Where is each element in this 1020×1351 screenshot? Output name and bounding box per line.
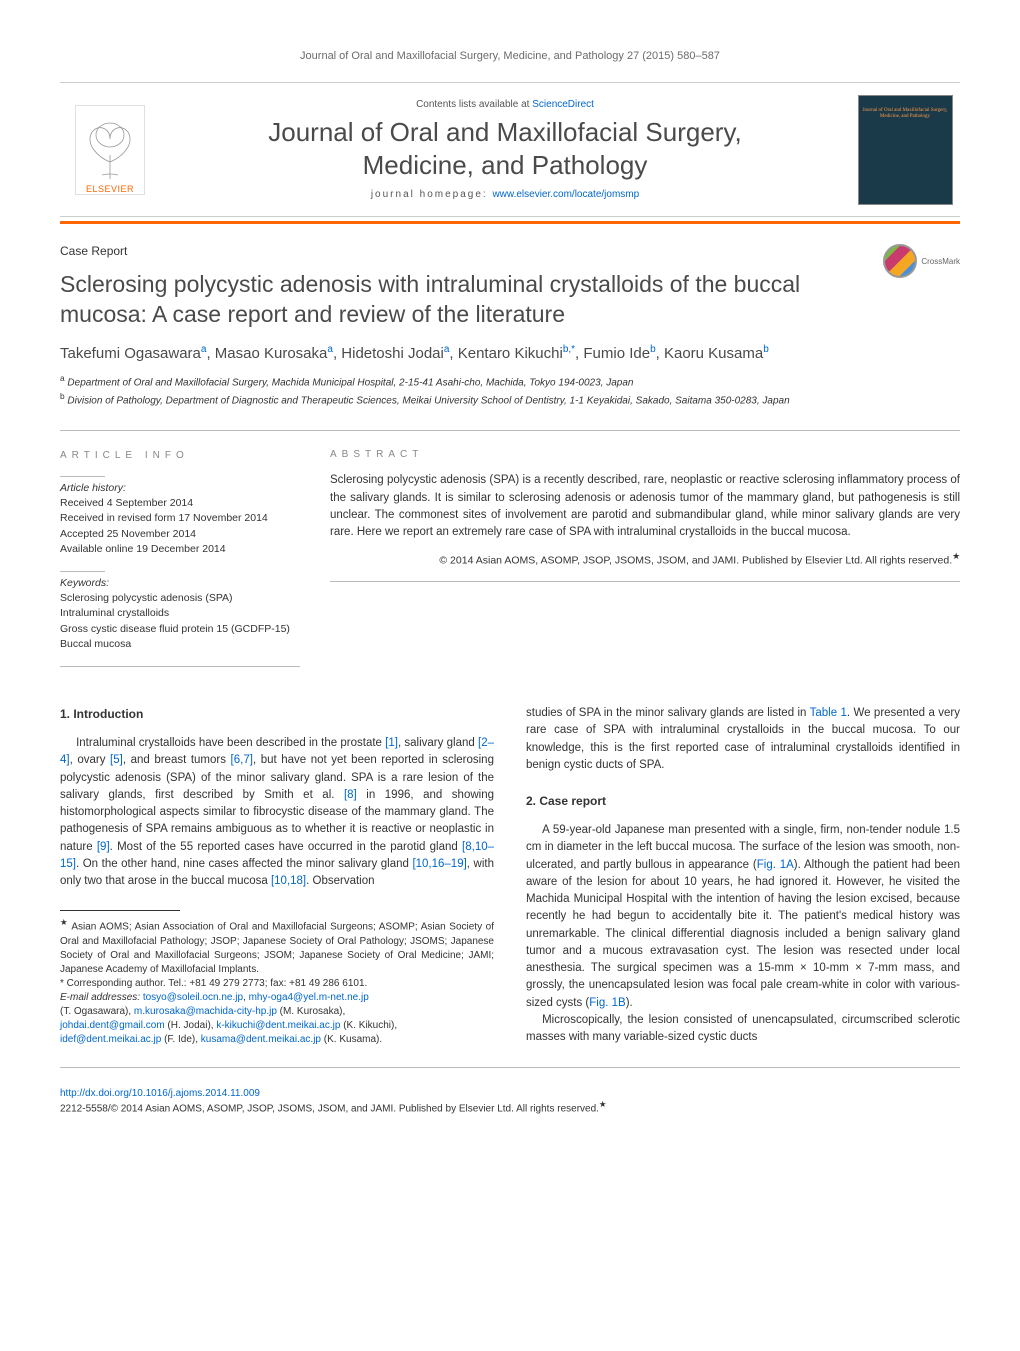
- publisher-label: ELSEVIER: [86, 184, 134, 194]
- crossmark-badge[interactable]: CrossMark: [883, 244, 960, 278]
- issn-copyright: 2212-5558/© 2014 Asian AOMS, ASOMP, JSOP…: [60, 1099, 960, 1114]
- keyword: Sclerosing polycystic adenosis (SPA): [60, 591, 300, 606]
- crossmark-label: CrossMark: [921, 257, 960, 266]
- keyword: Gross cystic disease fluid protein 15 (G…: [60, 622, 300, 637]
- section-heading-introduction: 1. Introduction: [60, 705, 494, 723]
- article-info-heading: article info: [60, 449, 300, 464]
- intro-paragraph-cont: studies of SPA in the minor salivary gla…: [526, 705, 960, 774]
- intro-paragraph: Intraluminal crystalloids have been desc…: [60, 735, 494, 890]
- footnote-emails: E-mail addresses: tosyo@soleil.ocn.ne.jp…: [60, 991, 494, 1047]
- masthead: ELSEVIER Contents lists available at Sci…: [60, 82, 960, 217]
- sciencedirect-link[interactable]: ScienceDirect: [532, 99, 594, 110]
- history-revised: Received in revised form 17 November 201…: [60, 511, 300, 526]
- doi-link[interactable]: http://dx.doi.org/10.1016/j.ajoms.2014.1…: [60, 1088, 260, 1099]
- orange-divider: [60, 221, 960, 224]
- crossmark-icon: [883, 244, 917, 278]
- footnote-corresponding: * Corresponding author. Tel.: +81 49 279…: [60, 977, 494, 991]
- abstract-heading: abstract: [330, 449, 960, 460]
- journal-homepage-link[interactable]: www.elsevier.com/locate/jomsmp: [492, 189, 639, 200]
- case-paragraph: A 59-year-old Japanese man presented wit…: [526, 822, 960, 1012]
- journal-cover-thumb: Journal of Oral and Maxillofacial Surger…: [858, 95, 953, 205]
- abstract-text: Sclerosing polycystic adenosis (SPA) is …: [330, 472, 960, 541]
- keyword: Buccal mucosa: [60, 637, 300, 652]
- running-header: Journal of Oral and Maxillofacial Surger…: [60, 50, 960, 62]
- keyword: Intraluminal crystalloids: [60, 606, 300, 621]
- keywords-label: Keywords:: [60, 576, 300, 591]
- history-accepted: Accepted 25 November 2014: [60, 527, 300, 542]
- history-received: Received 4 September 2014: [60, 496, 300, 511]
- journal-name: Journal of Oral and Maxillofacial Surger…: [160, 116, 850, 181]
- history-label: Article history:: [60, 481, 300, 496]
- elsevier-logo: ELSEVIER: [75, 105, 145, 195]
- article-type: Case Report: [60, 244, 820, 258]
- footnote-associations: ★ Asian AOMS; Asian Association of Oral …: [60, 917, 494, 976]
- journal-homepage-line: journal homepage: www.elsevier.com/locat…: [160, 189, 850, 200]
- section-heading-case-report: 2. Case report: [526, 792, 960, 810]
- article-title: Sclerosing polycystic adenosis with intr…: [60, 270, 820, 330]
- case-paragraph: Microscopically, the lesion consisted of…: [526, 1012, 960, 1047]
- abstract-copyright: © 2014 Asian AOMS, ASOMP, JSOP, JSOMS, J…: [330, 551, 960, 567]
- history-online: Available online 19 December 2014: [60, 542, 300, 557]
- affiliations: a Department of Oral and Maxillofacial S…: [60, 372, 960, 409]
- authors: Takefumi Ogasawaraa, Masao Kurosakaa, Hi…: [60, 344, 960, 362]
- contents-available-line: Contents lists available at ScienceDirec…: [160, 99, 850, 110]
